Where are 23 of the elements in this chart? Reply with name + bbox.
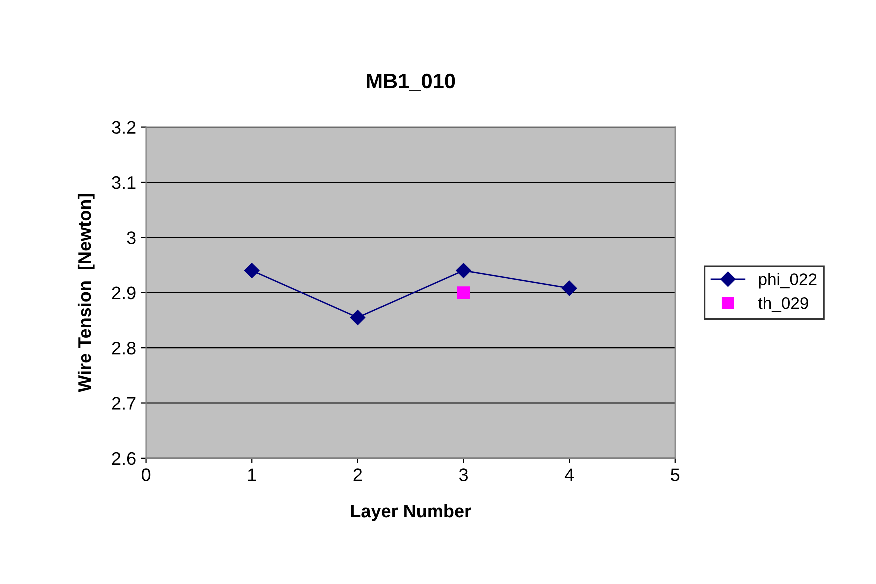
x-tick-label: 0	[142, 468, 151, 482]
chart-title: MB1_010	[367, 74, 456, 91]
point	[244, 263, 260, 278]
y-tick-label: 3	[127, 232, 136, 244]
x-tick-label: 2	[354, 468, 362, 482]
x-tick-label: 4	[564, 468, 574, 482]
y-axis-title: Wire Tension [Newton]	[78, 194, 95, 392]
y-tick-label: 2.8	[112, 342, 136, 355]
y-tick-label: 2.6	[112, 452, 136, 466]
x-tick-label: 1	[248, 468, 256, 482]
y-tick-label: 3.1	[112, 176, 136, 190]
point	[458, 286, 470, 300]
legend-label: phi_022	[759, 273, 817, 289]
y-tick-label: 3.2	[112, 121, 136, 134]
x-tick-label: 3	[459, 468, 468, 482]
y-tick-label: 2.7	[112, 397, 136, 410]
x-axis-title: Layer Number	[351, 504, 472, 522]
legend-label: th_029	[758, 297, 808, 312]
x-tick-label: 5	[671, 468, 680, 482]
point	[562, 280, 578, 296]
point	[456, 263, 472, 278]
point	[350, 310, 366, 326]
y-tick-label: 2.9	[112, 286, 136, 300]
